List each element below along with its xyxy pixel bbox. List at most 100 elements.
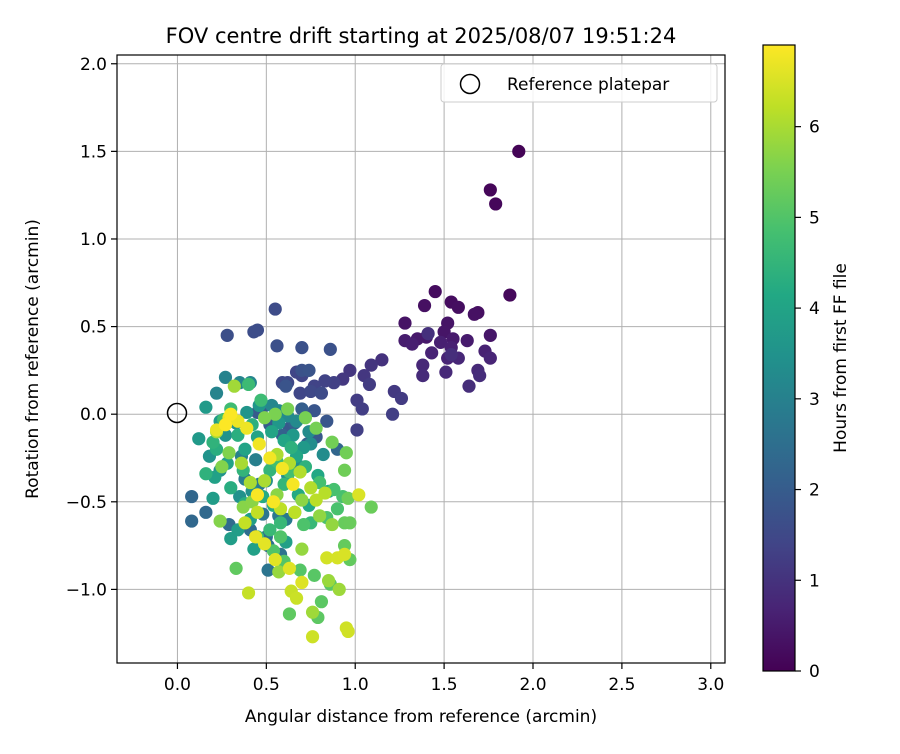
data-point	[337, 547, 352, 561]
data-point	[185, 489, 199, 504]
legend-box	[440, 63, 718, 103]
data-point	[314, 386, 329, 400]
data-point	[512, 144, 526, 158]
legend-label-reference-platepar: Reference platepar	[507, 75, 669, 95]
data-point	[313, 509, 327, 523]
x-axis-ticks: 0.0 0.5 1.0 1.5 2.0 2.5 3.0	[164, 663, 724, 695]
data-point	[343, 516, 357, 530]
data-point	[199, 505, 213, 519]
colorbar-tick-label: 4	[809, 299, 820, 319]
data-point	[192, 432, 206, 446]
colorbar-gradient	[762, 44, 796, 672]
data-point	[288, 505, 302, 519]
data-point	[428, 284, 442, 299]
data-point	[241, 586, 256, 600]
data-point	[295, 493, 309, 507]
data-point	[289, 591, 304, 605]
data-point	[320, 551, 334, 565]
data-point	[234, 456, 249, 470]
data-point	[352, 488, 366, 502]
data-point	[295, 575, 309, 590]
data-point	[304, 384, 318, 399]
data-point	[293, 563, 307, 577]
data-point	[307, 404, 321, 418]
colorbar-tick-label: 6	[809, 118, 820, 138]
data-point	[325, 517, 339, 532]
data-point	[355, 402, 369, 416]
data-point	[320, 414, 334, 428]
data-point	[302, 363, 316, 377]
data-point	[254, 393, 268, 407]
data-point	[417, 298, 432, 313]
data-point	[433, 335, 448, 349]
data-point	[238, 516, 252, 530]
data-point	[483, 328, 497, 342]
data-point	[261, 563, 275, 577]
data-point	[437, 325, 451, 339]
x-tick-label: 2.5	[608, 675, 635, 695]
data-point	[462, 379, 476, 393]
reference-platepar-marker	[166, 402, 188, 424]
data-point	[275, 461, 289, 476]
data-point	[243, 475, 257, 490]
y-tick-label: −0.5	[66, 493, 107, 513]
data-point	[307, 568, 321, 582]
data-point	[293, 465, 307, 479]
data-point	[473, 369, 487, 383]
data-point	[250, 488, 265, 502]
data-point	[451, 300, 465, 314]
data-point	[199, 467, 213, 481]
data-point	[350, 423, 364, 437]
data-point	[330, 502, 345, 516]
data-point	[309, 421, 323, 435]
data-point	[268, 553, 282, 567]
data-point	[304, 481, 318, 495]
data-point	[321, 574, 336, 588]
colorbar-tick-label: 0	[809, 662, 820, 682]
data-point	[489, 197, 503, 211]
chart-title: FOV centre drift starting at 2025/08/07 …	[166, 24, 677, 48]
y-tick-label: −1.0	[66, 580, 107, 600]
data-point	[263, 451, 277, 465]
y-tick-label: 1.0	[80, 230, 107, 250]
data-point	[323, 342, 337, 356]
data-point	[297, 517, 311, 532]
data-point	[222, 446, 236, 460]
data-point	[503, 288, 517, 302]
colorbar-ticks: 0 1 2 3 4 5 6	[795, 118, 820, 682]
data-point	[332, 582, 346, 597]
data-point	[272, 565, 286, 579]
data-point	[224, 531, 238, 546]
data-point	[394, 391, 409, 406]
data-point	[314, 595, 329, 609]
data-point	[227, 379, 241, 393]
x-tick-label: 0.0	[164, 675, 191, 695]
data-point	[483, 351, 497, 365]
data-point	[341, 491, 355, 505]
data-point	[282, 607, 297, 621]
data-point	[241, 377, 256, 392]
data-point	[416, 358, 430, 372]
data-point	[341, 624, 355, 639]
data-point	[375, 353, 389, 367]
data-point	[257, 537, 272, 551]
data-point	[444, 348, 458, 362]
data-point	[483, 183, 497, 197]
data-point	[250, 505, 265, 519]
data-point	[298, 411, 313, 425]
data-point	[263, 463, 277, 477]
colorbar-label: Hours from first FF file	[831, 263, 851, 453]
data-point	[398, 316, 412, 330]
data-point	[218, 370, 233, 384]
data-point	[316, 447, 330, 462]
data-point	[460, 334, 474, 348]
data-point	[273, 516, 288, 530]
data-point	[209, 386, 224, 400]
data-point	[318, 374, 332, 388]
data-point	[266, 495, 281, 509]
y-tick-label: 2.0	[80, 55, 107, 75]
data-point	[282, 561, 297, 575]
data-point	[218, 418, 233, 432]
